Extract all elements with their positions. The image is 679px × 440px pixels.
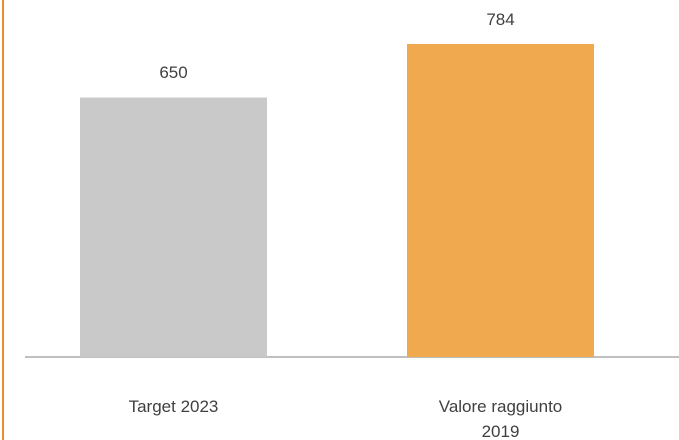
bar (80, 97, 267, 358)
data-label: 650 (159, 63, 188, 83)
x-tick-label: Target 2023 (128, 397, 219, 416)
bar (407, 44, 594, 357)
data-label: 784 (486, 10, 515, 29)
x-tick-label: Valore raggiunto 2019 (438, 397, 563, 440)
